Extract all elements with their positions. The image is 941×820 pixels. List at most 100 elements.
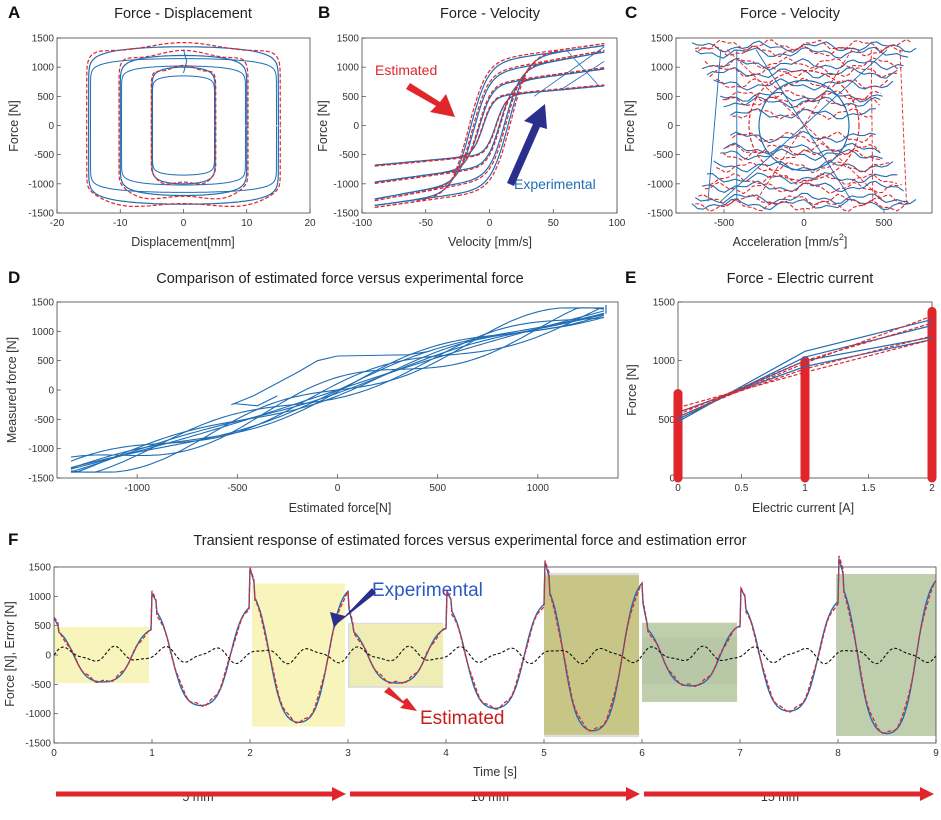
annotation-experimental-f: Experimental (372, 580, 483, 601)
panel-f-region-1 (251, 583, 346, 727)
panel-d-curve-8 (70, 307, 604, 458)
panel-a-center-spike (183, 49, 188, 74)
panel-c-exp-band-15 (691, 198, 917, 211)
panel-f-error-line (53, 645, 937, 665)
panel-b-ytick-3: 0 (353, 121, 359, 132)
panel-a-ytick-0: 1500 (32, 34, 55, 45)
panel-b-ytick-4: -500 (339, 150, 359, 161)
panel-e-est-line-1 (677, 335, 933, 413)
panel-a-ytick-4: -500 (34, 150, 54, 161)
panel-letter-b: B (318, 3, 330, 22)
panel-a-exp-loop-2 (87, 46, 279, 205)
panel-d-ytick-6: -1500 (28, 474, 54, 485)
panel-b-est-curve-3 (374, 67, 605, 184)
panel-f-ytick-4: -500 (31, 680, 51, 691)
panel-a-exp-loop-1 (119, 54, 248, 197)
title-b: Force - Velocity (440, 6, 541, 22)
panel-c-vertical-1 (726, 49, 885, 202)
panel-b-ytick-6: -1500 (333, 209, 359, 220)
panel-c-exp-band-12 (706, 172, 898, 184)
panel-b-exp-curve-5 (374, 45, 605, 206)
panel-f-xtick-3: 3 (345, 748, 351, 759)
panel-a-exp-loop-0 (151, 66, 216, 185)
annotation-estimated-f: Estimated (420, 708, 504, 729)
panel-b-exp-chord-3 (565, 49, 599, 85)
panel-d-xtick-4: 1000 (527, 483, 550, 494)
panel-a-xtick-0: -20 (50, 218, 65, 229)
panel-e-ytick-2: 500 (658, 415, 675, 426)
panel-f-region-0 (54, 626, 150, 684)
panel-c-vertical-3 (870, 49, 874, 202)
panel-a-xtick-4: 20 (304, 218, 316, 229)
annotation-estimated-b: Estimated (375, 62, 437, 78)
panel-c-center-loop (758, 79, 850, 172)
panel-d-xtick-3: 500 (429, 483, 446, 494)
panel-a-ytick-3: 0 (48, 121, 54, 132)
panel-f-region-3 (544, 575, 640, 735)
panel-b-ytick-5: -1000 (333, 179, 359, 190)
panel-b-ytick-0: 1500 (337, 34, 360, 45)
panel-b-exp-chord-2 (559, 60, 605, 91)
panel-f-xtick-2: 2 (247, 748, 253, 759)
panel-b-arrow-estimated (406, 83, 455, 117)
panel-a-exp-loop-inner-2 (89, 58, 277, 193)
panel-c-exp-band-14 (695, 192, 909, 204)
panel-a-ytick-5: -1000 (28, 179, 54, 190)
panel-a-ytick-1: 1000 (32, 63, 55, 74)
ylabel-f: Force [N], Error [N] (3, 601, 17, 707)
panel-b-exp-curve-7 (374, 85, 605, 166)
title-a: Force - Displacement (114, 6, 252, 22)
panel-b-xtick-0: -100 (352, 218, 372, 229)
panel-a-est-loop-1 (118, 49, 249, 200)
panel-f-ytick-5: -1000 (25, 709, 51, 720)
panel-c-est-band-2 (704, 56, 902, 70)
panel-c-est-band-7 (732, 107, 872, 120)
xlabel-c-sup: 2 (839, 232, 844, 242)
panel-e-ytick-3: 0 (669, 474, 675, 485)
ylabel-b: Force [N] (316, 100, 330, 151)
panel-d-curve-6 (70, 314, 605, 469)
panel-a-exp-loop-inner-0 (152, 75, 215, 176)
panel-e-est-line-3 (677, 322, 933, 416)
segment-arrow-2 (644, 787, 934, 801)
panel-c-exp-band-7 (729, 108, 876, 120)
panel-c-est-band-13 (704, 181, 902, 195)
panel-c-ytick-2: 500 (656, 92, 673, 103)
panel-b-ytick-1: 1000 (337, 63, 360, 74)
panel-f-xtick-4: 4 (443, 748, 449, 759)
panel-d-curve-4 (70, 310, 605, 470)
panel-f-xtick-0: 0 (51, 748, 57, 759)
panel-d-curve-1 (71, 317, 605, 473)
panel-b-xtick-3: 50 (548, 218, 560, 229)
panel-e-ytick-0: 1500 (653, 298, 676, 309)
panel-a-ytick-6: -1500 (28, 209, 54, 220)
panel-letter-a: A (8, 3, 20, 22)
plot-layer: -20 -10 0 10 20150010005000-500-1000-1500-10… (25, 34, 939, 801)
panel-f-xtick-9: 9 (933, 748, 939, 759)
panel-c-vertical-5 (899, 49, 907, 202)
panel-e-xtick-3: 1.5 (862, 483, 876, 494)
panel-d-xtick-0: -1000 (124, 483, 150, 494)
xlabel-c: Acceleration [mm/s2] (733, 232, 848, 249)
panel-b-xtick-4: 100 (609, 218, 626, 229)
panel-d-xtick-2: 0 (335, 483, 341, 494)
panel-f-xtick-8: 8 (835, 748, 841, 759)
panel-b-est-curve-5 (374, 43, 605, 208)
panel-a-exp-loop-inner-1 (120, 65, 246, 186)
panel-d-curve-7 (70, 307, 605, 462)
panel-d-xtick-1: -500 (227, 483, 247, 494)
panel-f-arrow-estimated (384, 687, 417, 711)
panel-d-ytick-1: 1000 (32, 327, 55, 338)
panel-c-est-band-15 (695, 199, 912, 212)
title-c: Force - Velocity (740, 6, 841, 22)
panel-f-ytick-2: 500 (34, 621, 51, 632)
panel-b-arrow-experimental (507, 104, 547, 186)
panel-c-ytick-4: -500 (653, 150, 673, 161)
panel-f-region-4 (642, 622, 738, 702)
ylabel-e: Force [N] (625, 364, 639, 415)
xlabel-c-main: Acceleration [mm/s (733, 235, 839, 249)
panel-d-ytick-5: -1000 (28, 444, 54, 455)
panel-d-ytick-3: 0 (48, 386, 54, 397)
panel-f-ytick-3: 0 (45, 651, 51, 662)
panel-b-est-curve-1 (374, 49, 605, 202)
